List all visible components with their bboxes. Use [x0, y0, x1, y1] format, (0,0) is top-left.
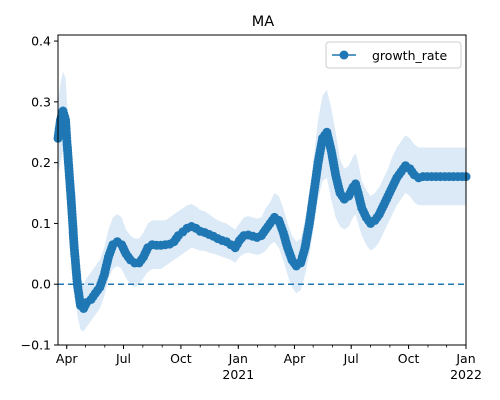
x-tick-label: Oct: [398, 351, 420, 366]
y-tick-label: 0.2: [31, 155, 51, 170]
x-tick-year-label: 2021: [222, 367, 254, 382]
x-tick-label: Apr: [284, 351, 306, 366]
series-marker-layer: [53, 106, 471, 313]
chart-title: MA: [252, 14, 275, 30]
legend-box: [325, 41, 462, 69]
x-tick-label: Jan: [228, 351, 248, 366]
confidence-band: [58, 71, 466, 332]
y-tick-label: 0.3: [31, 94, 51, 109]
y-tick-label: 0.0: [31, 277, 51, 292]
legend: growth_rate: [325, 41, 462, 69]
x-tick-label: Jul: [343, 351, 359, 366]
x-tick-label: Apr: [56, 351, 78, 366]
y-axis-ticks: −0.1 0.0 0.1 0.2 0.3 0.4: [21, 34, 58, 353]
x-tick-label: Jan: [455, 351, 475, 366]
x-tick-label: Jul: [115, 351, 131, 366]
confidence-band-layer: [58, 71, 466, 332]
x-tick-year-label: 2022: [450, 367, 482, 382]
legend-marker-swatch: [339, 50, 349, 60]
x-tick-label: Oct: [170, 351, 192, 366]
legend-label-growth-rate: growth_rate: [372, 48, 447, 63]
y-tick-label: 0.4: [31, 34, 51, 49]
y-tick-label: 0.1: [31, 216, 51, 231]
y-tick-label: −0.1: [21, 338, 51, 353]
axes-frame: [57, 34, 467, 346]
